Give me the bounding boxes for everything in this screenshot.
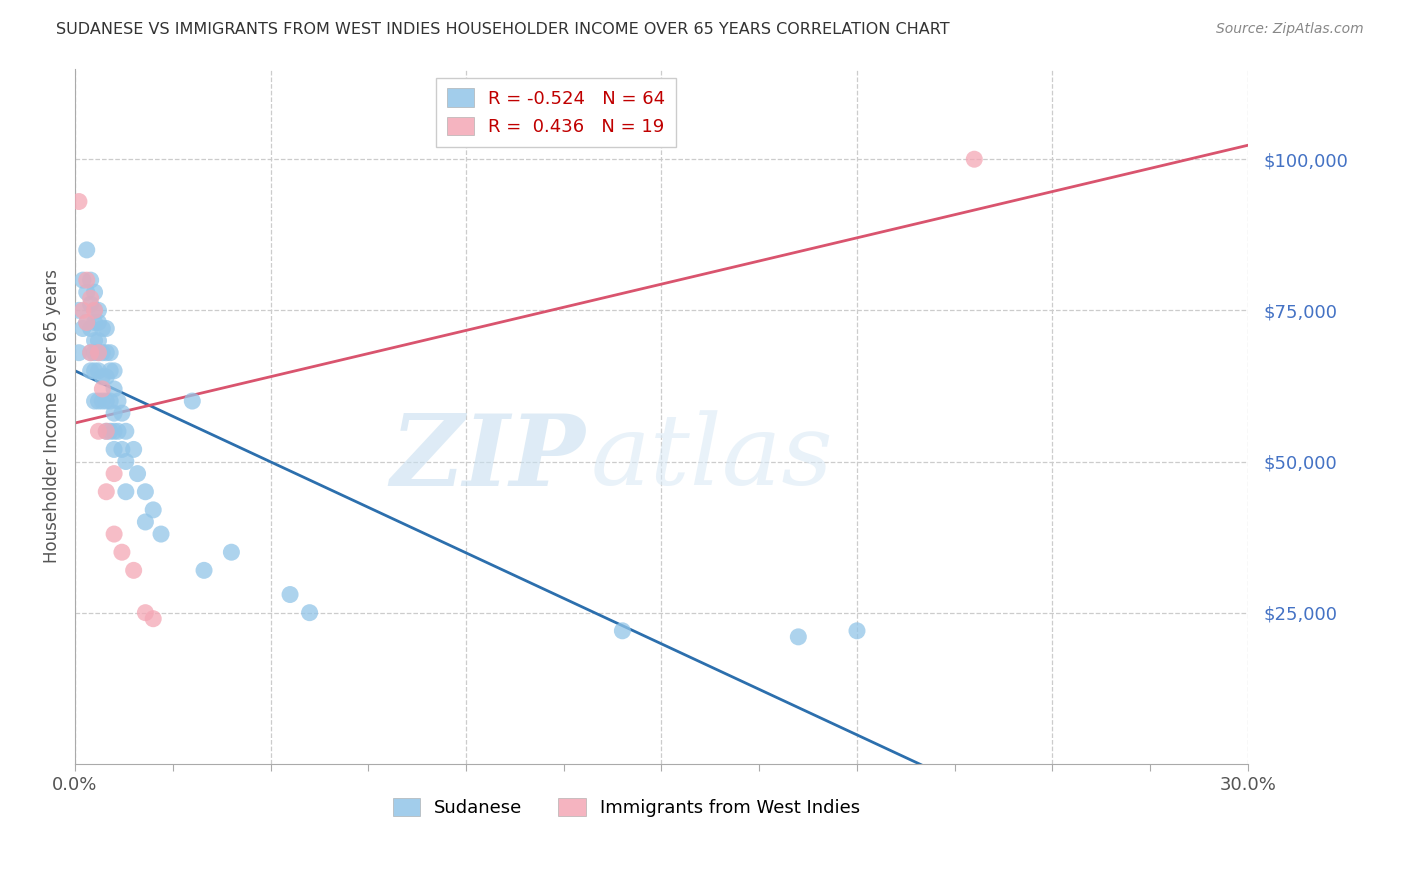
Point <box>91 321 114 335</box>
Point <box>98 394 121 409</box>
Point <box>76 243 98 257</box>
Point <box>103 442 125 457</box>
Point <box>96 425 118 439</box>
Point <box>76 315 98 329</box>
Point <box>83 334 105 348</box>
Point <box>111 545 134 559</box>
Point <box>150 527 173 541</box>
Point <box>72 303 94 318</box>
Point <box>107 394 129 409</box>
Point <box>98 364 121 378</box>
Point <box>67 345 90 359</box>
Point <box>111 406 134 420</box>
Point <box>98 345 121 359</box>
Point <box>87 345 110 359</box>
Point <box>96 345 118 359</box>
Point <box>91 382 114 396</box>
Point <box>122 563 145 577</box>
Point <box>127 467 149 481</box>
Point <box>87 334 110 348</box>
Point <box>87 425 110 439</box>
Point <box>103 467 125 481</box>
Point <box>91 370 114 384</box>
Point <box>96 370 118 384</box>
Point <box>79 364 101 378</box>
Point <box>181 394 204 409</box>
Point <box>107 425 129 439</box>
Point <box>83 285 105 300</box>
Point <box>91 345 114 359</box>
Point <box>846 624 869 638</box>
Point <box>103 406 125 420</box>
Point <box>134 515 156 529</box>
Point <box>87 315 110 329</box>
Point <box>91 394 114 409</box>
Point <box>83 303 105 318</box>
Point <box>79 345 101 359</box>
Point <box>79 273 101 287</box>
Point <box>83 364 105 378</box>
Point <box>963 152 986 166</box>
Point <box>83 315 105 329</box>
Point <box>142 503 165 517</box>
Point <box>72 273 94 287</box>
Point <box>79 297 101 311</box>
Point <box>87 394 110 409</box>
Point <box>115 425 138 439</box>
Point <box>76 273 98 287</box>
Point <box>67 194 90 209</box>
Point <box>298 606 321 620</box>
Point <box>115 484 138 499</box>
Point <box>134 606 156 620</box>
Text: atlas: atlas <box>591 410 834 506</box>
Point <box>79 291 101 305</box>
Point <box>79 321 101 335</box>
Point <box>76 285 98 300</box>
Point <box>87 303 110 318</box>
Point <box>72 321 94 335</box>
Point <box>142 612 165 626</box>
Point <box>83 345 105 359</box>
Y-axis label: Householder Income Over 65 years: Householder Income Over 65 years <box>44 269 60 563</box>
Point <box>278 588 301 602</box>
Text: SUDANESE VS IMMIGRANTS FROM WEST INDIES HOUSEHOLDER INCOME OVER 65 YEARS CORRELA: SUDANESE VS IMMIGRANTS FROM WEST INDIES … <box>56 22 950 37</box>
Point <box>221 545 243 559</box>
Point <box>134 484 156 499</box>
Point <box>193 563 215 577</box>
Point <box>83 303 105 318</box>
Point <box>103 364 125 378</box>
Legend: Sudanese, Immigrants from West Indies: Sudanese, Immigrants from West Indies <box>385 790 868 824</box>
Point <box>83 394 105 409</box>
Point <box>96 321 118 335</box>
Point <box>122 442 145 457</box>
Point <box>103 382 125 396</box>
Point <box>103 527 125 541</box>
Point <box>67 303 90 318</box>
Text: ZIP: ZIP <box>391 409 585 506</box>
Point <box>115 454 138 468</box>
Point <box>787 630 810 644</box>
Point <box>98 425 121 439</box>
Point <box>96 425 118 439</box>
Point <box>87 345 110 359</box>
Point <box>103 425 125 439</box>
Point <box>79 345 101 359</box>
Point <box>87 364 110 378</box>
Point <box>111 442 134 457</box>
Point <box>96 394 118 409</box>
Point <box>96 484 118 499</box>
Point <box>612 624 634 638</box>
Text: Source: ZipAtlas.com: Source: ZipAtlas.com <box>1216 22 1364 37</box>
Point <box>76 315 98 329</box>
